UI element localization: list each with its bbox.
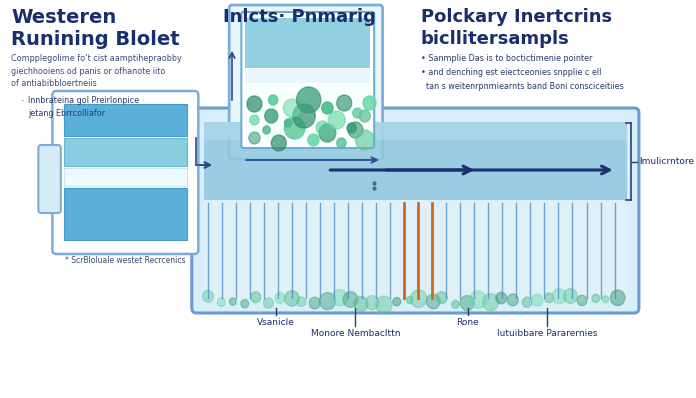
Circle shape xyxy=(319,124,336,142)
Circle shape xyxy=(263,126,270,134)
Circle shape xyxy=(229,298,236,305)
Circle shape xyxy=(322,102,333,114)
Circle shape xyxy=(319,293,335,310)
Circle shape xyxy=(365,296,379,310)
Text: bicllitersampls: bicllitersampls xyxy=(421,30,570,48)
Circle shape xyxy=(308,134,319,146)
Circle shape xyxy=(250,115,259,125)
Text: Iutuibbare Pararernies: Iutuibbare Pararernies xyxy=(497,329,597,338)
Circle shape xyxy=(283,99,300,117)
Circle shape xyxy=(452,300,459,308)
Circle shape xyxy=(337,138,346,148)
Circle shape xyxy=(309,297,320,309)
FancyBboxPatch shape xyxy=(38,145,61,213)
Text: Westeren: Westeren xyxy=(11,8,116,27)
Text: Imulicrntore: Imulicrntore xyxy=(639,157,694,166)
Text: Rone: Rone xyxy=(457,318,479,327)
Circle shape xyxy=(602,296,608,302)
Circle shape xyxy=(553,289,567,304)
Text: Inlcts· Pnmarig: Inlcts· Pnmarig xyxy=(223,8,376,26)
Text: Vsanicle: Vsanicle xyxy=(257,318,295,327)
Circle shape xyxy=(271,135,286,151)
Circle shape xyxy=(251,292,261,302)
Bar xyxy=(204,201,627,301)
Circle shape xyxy=(296,297,306,306)
Circle shape xyxy=(285,119,292,127)
Circle shape xyxy=(337,95,351,111)
Circle shape xyxy=(247,96,262,112)
Circle shape xyxy=(285,117,305,139)
FancyBboxPatch shape xyxy=(192,108,639,313)
Circle shape xyxy=(203,291,214,302)
Bar xyxy=(245,18,370,68)
Circle shape xyxy=(470,291,487,308)
FancyBboxPatch shape xyxy=(52,91,198,254)
Bar xyxy=(63,104,187,136)
Text: • Sanmplie Das is to boctictimenie pointer: • Sanmplie Das is to boctictimenie point… xyxy=(421,54,592,63)
Circle shape xyxy=(316,121,329,135)
FancyBboxPatch shape xyxy=(229,5,383,159)
Circle shape xyxy=(436,292,447,303)
Text: tan s weitenrpnmiearnts band Boni consciceitiies: tan s weitenrpnmiearnts band Boni consci… xyxy=(421,82,624,91)
Circle shape xyxy=(347,123,356,133)
Circle shape xyxy=(359,110,370,122)
Circle shape xyxy=(610,290,625,306)
Circle shape xyxy=(460,295,474,310)
Circle shape xyxy=(343,292,358,307)
Text: Monore Nembaclttn: Monore Nembaclttn xyxy=(310,329,400,338)
Circle shape xyxy=(427,294,440,309)
Circle shape xyxy=(217,298,226,306)
Circle shape xyxy=(592,294,599,302)
Text: * ScrBloluale westet Recrcenics: * ScrBloluale westet Recrcenics xyxy=(65,256,186,265)
Text: • and denching est eiectceonies snpplie c ell: • and denching est eiectceonies snpplie … xyxy=(421,68,601,77)
Circle shape xyxy=(275,293,285,303)
Text: Runining Blolet: Runining Blolet xyxy=(11,30,180,49)
Bar xyxy=(204,122,627,200)
FancyBboxPatch shape xyxy=(242,12,374,148)
Circle shape xyxy=(532,294,543,306)
Circle shape xyxy=(333,289,347,306)
Circle shape xyxy=(329,111,345,129)
Circle shape xyxy=(577,295,587,306)
Bar xyxy=(63,168,187,186)
Circle shape xyxy=(406,297,413,304)
Circle shape xyxy=(285,291,299,306)
Text: ·: · xyxy=(21,96,24,106)
Circle shape xyxy=(496,292,507,304)
Bar xyxy=(63,138,187,166)
Circle shape xyxy=(363,96,376,110)
Circle shape xyxy=(249,132,260,144)
Circle shape xyxy=(353,108,362,118)
Text: Polckary Inertcrins: Polckary Inertcrins xyxy=(421,8,612,26)
Circle shape xyxy=(411,290,427,307)
Text: Compplegolime fo’t cist aamptihepraobby
giechhooiens od panis or ofhanote iito
o: Compplegolime fo’t cist aamptihepraobby … xyxy=(11,54,182,88)
Bar xyxy=(204,122,627,140)
Circle shape xyxy=(544,293,553,302)
Circle shape xyxy=(293,104,315,128)
Circle shape xyxy=(522,297,532,307)
Circle shape xyxy=(354,297,368,311)
Circle shape xyxy=(376,296,392,314)
Circle shape xyxy=(296,87,321,113)
Circle shape xyxy=(482,294,498,311)
Bar xyxy=(245,84,370,144)
Circle shape xyxy=(348,122,363,138)
Circle shape xyxy=(269,95,278,105)
Bar xyxy=(245,69,370,83)
Circle shape xyxy=(264,109,278,123)
Circle shape xyxy=(356,130,374,150)
Circle shape xyxy=(507,294,519,306)
Circle shape xyxy=(393,297,401,306)
Text: Innbrateina gol Preirlonpice
jetang Ebrrcolliafor: Innbrateina gol Preirlonpice jetang Ebrr… xyxy=(28,96,139,117)
Bar xyxy=(63,188,187,240)
Circle shape xyxy=(263,298,274,308)
Circle shape xyxy=(564,289,577,303)
Circle shape xyxy=(241,299,248,308)
